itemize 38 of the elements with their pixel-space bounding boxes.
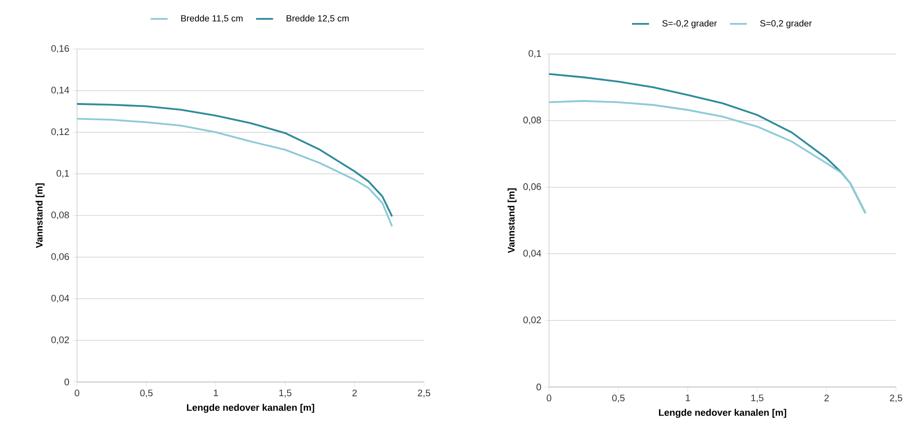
y-tick-label: 0,08 [523, 116, 541, 125]
y-tick-label: 0,12 [51, 128, 69, 136]
x-tick-label: 2,5 [890, 394, 902, 402]
x-axis-title: Lengde nedover kanalen [m] [186, 404, 314, 413]
legend-label: S=-0,2 grader [662, 20, 717, 28]
y-tick-label: 0 [64, 378, 70, 386]
x-tick-label: 0,5 [140, 390, 153, 398]
y-axis-title: Vannstand [m] [508, 188, 516, 254]
y-tick-label: 0,04 [523, 250, 542, 258]
y-tick-label: 0,14 [51, 86, 70, 95]
x-tick-label: 1 [686, 394, 690, 402]
line-series [77, 118, 393, 228]
y-tick-label: 0,1 [56, 170, 69, 178]
line-series [77, 103, 393, 218]
x-tick-label: 0,5 [612, 394, 625, 402]
x-tick-label: 0 [546, 394, 552, 402]
x-tick-label: 1,5 [279, 390, 292, 398]
y-tick-label: 0,02 [51, 336, 69, 344]
y-tick-label: 0,04 [51, 294, 70, 303]
x-tick-label: 1 [214, 390, 218, 396]
y-tick-label: 0,16 [51, 45, 69, 53]
legend-label: Bredde 11,5 cm [181, 14, 243, 23]
line-series [549, 100, 866, 214]
legend-label: S=0,2 grader [760, 20, 812, 28]
y-tick-label: 0,06 [51, 253, 69, 262]
x-tick-label: 2,5 [418, 390, 430, 398]
y-tick-label: 0,06 [523, 183, 541, 192]
y-tick-label: 0,08 [51, 212, 69, 220]
y-tick-label: 0,02 [523, 316, 541, 324]
legend-label: Bredde 12,5 cm [286, 14, 349, 23]
y-tick-label: 0 [536, 384, 542, 390]
x-axis-title: Lengde nedover kanalen [m] [658, 408, 786, 418]
y-axis-title: Vannstand [m] [36, 183, 44, 248]
x-tick-label: 2 [824, 394, 829, 402]
x-tick-label: 0 [74, 390, 80, 396]
y-tick-label: 0,1 [528, 50, 541, 58]
x-tick-label: 1,5 [751, 394, 764, 402]
x-tick-label: 2 [352, 390, 357, 396]
